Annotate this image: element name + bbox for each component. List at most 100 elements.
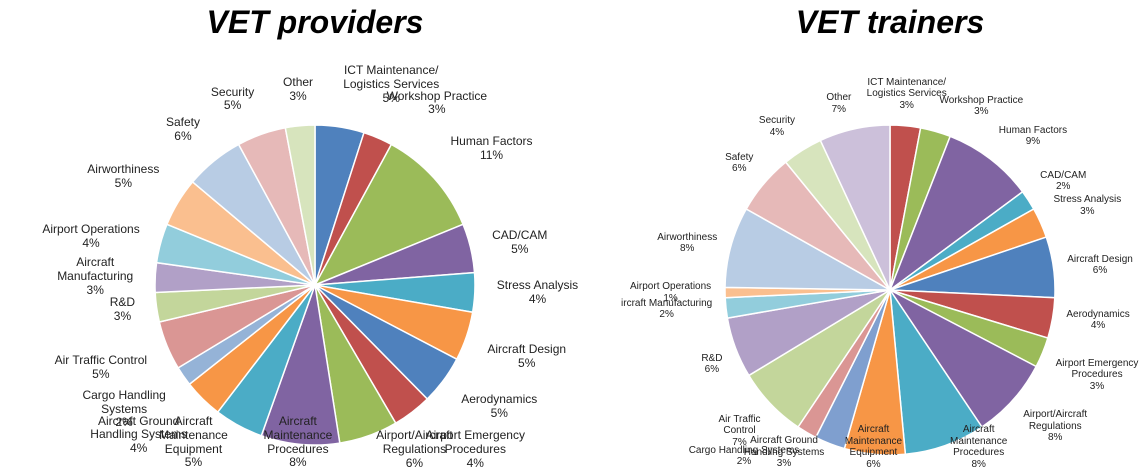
slice-label: Aircraft Ground Handling Systems 3% [744,435,825,470]
value-label: 2% [736,456,752,468]
category-label: Air Traffic Control [718,413,761,437]
value-label: 5% [184,455,203,470]
value-label: 11% [479,148,504,163]
category-label: ircraft Manufacturing [621,297,713,309]
slice-label: Workshop Practice 3% [939,95,1023,118]
category-label: Other [826,92,852,104]
category-label: Aircraft Design [487,342,567,357]
category-label: Human Factors [450,134,533,149]
value-label: 6% [704,364,720,376]
slice-label: Aircraft Maintenance Procedures 8% [263,414,333,470]
slice-label: Air Traffic Control 5% [54,352,148,382]
category-label: Security [210,84,255,99]
value-label: 7% [732,436,747,448]
slice-label: Airworthiness 5% [87,162,159,191]
value-label: 4% [769,126,785,138]
category-label: Airport Emergency Procedures [1055,357,1139,381]
slice-label: Stress Analysis 4% [497,279,578,307]
value-label: 2% [1056,181,1071,193]
value-label: 6% [1092,265,1108,277]
slice-label: CAD/CAM 5% [492,227,548,257]
value-label: 6% [405,455,424,470]
slice-label: Workshop Practice 3% [387,89,487,118]
value-label: 6% [732,163,747,175]
value-label: 4% [528,292,547,307]
value-label: 9% [1025,136,1041,148]
category-label: Air Traffic Control [54,352,148,367]
slice-label: ICT Maintenance/ Logistics Services 3% [867,77,947,112]
slice-label: Aircraft Ground Handling Systems 4% [90,414,187,456]
value-label: 5% [92,366,110,381]
pie-slice [284,124,316,286]
value-label: 3% [974,106,989,118]
slice-label: Aircraft Design 5% [487,343,566,371]
category-label: Aircraft Maintenance Procedures [263,414,333,456]
value-label: 6% [174,128,192,143]
slice-label: R&D 3% [110,296,135,324]
slice-label: Cargo Handling Systems 2% [82,387,166,430]
category-label: Aircraft Maintenance Equipment [844,424,903,458]
category-label: Stress Analysis [1053,194,1122,206]
slice-label: Aircraft Maintenance Equipment 6% [845,424,902,470]
slice-label: Safety 6% [165,114,200,144]
slice-label: Aircraft Manufacturing 3% [57,255,134,297]
value-label: 5% [518,356,536,371]
value-label: 8% [680,243,695,255]
category-label: Airport/Aircraft Regulations [376,428,453,456]
category-label: Aircraft Maintenance Equipment [159,414,228,456]
value-label: 5% [382,90,400,105]
value-label: 8% [1047,432,1063,444]
category-label: CAD/CAM [492,227,548,242]
category-label: CAD/CAM [1040,169,1087,181]
category-label: Other [283,74,314,89]
value-label: 4% [466,455,484,470]
value-label: 8% [289,455,307,470]
slice-label: Airport/Aircraft Regulations 6% [376,428,453,470]
category-label: Aircraft Ground Handling Systems [743,435,825,458]
slice-label: Aircraft Maintenance Procedures 8% [950,424,1007,470]
category-label: Airport Operations [630,281,712,293]
category-label: Safety [165,114,200,129]
value-label: 3% [428,102,446,117]
category-label: Airworthiness [657,231,718,243]
value-label: 2% [115,415,133,430]
category-label: Airport/Aircraft Regulations [1023,409,1088,432]
category-label: Stress Analysis [496,278,579,293]
category-label: Airport Emergency Procedures [425,428,525,456]
value-label: 5% [223,98,242,113]
slice-label: Stress Analysis 3% [1053,194,1121,217]
value-label: 5% [114,175,132,190]
slice-label: Airworthiness 8% [657,232,717,255]
value-label: 5% [490,406,508,421]
value-label: 3% [899,99,914,111]
value-label: 5% [511,241,529,256]
slice-label: Airport Operations 4% [42,223,139,251]
value-label: 7% [831,103,847,115]
category-label: Aircraft Maintenance Procedures [950,424,1008,458]
category-label: R&D [109,295,136,310]
value-label: 2% [659,309,674,321]
slice-label: Human Factors 11% [451,135,533,163]
value-label: 3% [289,88,307,103]
slice-label: Aerodynamics 4% [1066,309,1129,332]
category-label: Cargo Handling Systems [82,387,166,416]
category-label: ICT Maintenance/ Logistics Services [866,76,947,100]
value-label: 3% [113,309,132,324]
category-label: Aircraft Manufacturing [57,255,134,283]
category-label: Cargo Handling Systems [688,444,800,456]
slice-label: Airport/Aircraft Regulations 8% [1023,409,1087,444]
value-label: 4% [82,236,100,251]
slice-label: Human Factors 9% [999,125,1067,148]
pie-slice [313,143,465,287]
category-label: Airport Operations [42,222,140,237]
value-label: 8% [971,458,986,470]
slice-label: Airport Emergency Procedures 4% [425,428,525,470]
category-label: Workshop Practice [939,94,1024,106]
slice-label: Aircraft Maintenance Equipment 5% [159,414,228,470]
slice-label: Airport Operations 1% [630,281,711,304]
category-label: R&D [701,352,723,364]
slice-label: Other 7% [826,92,851,115]
value-label: 3% [1080,205,1095,217]
slice-label: Cargo Handling Systems 2% [689,445,800,468]
